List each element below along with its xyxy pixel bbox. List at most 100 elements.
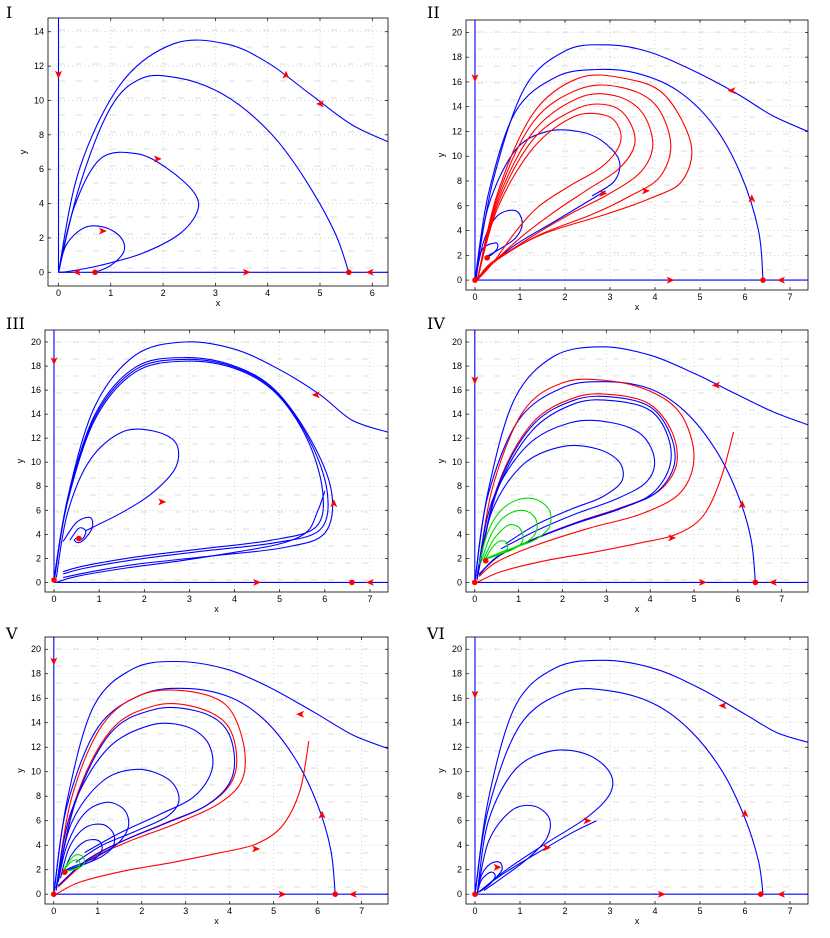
y-tick-label: 10 (452, 151, 462, 161)
trajectory (476, 432, 735, 583)
x-tick-label: 7 (367, 594, 372, 604)
y-tick-label: 18 (31, 669, 41, 679)
trajectory (474, 44, 808, 281)
trajectory (55, 428, 180, 578)
direction-arrow (668, 534, 677, 542)
y-tick-label: 4 (457, 840, 462, 850)
x-tick-label: 1 (517, 906, 522, 916)
trajectory (53, 360, 324, 579)
x-tick-label: 0 (51, 906, 56, 916)
panel-2: II 0 1 2 3 4 5 6 7 0 2 4 6 8 10 12 14 16 18 20 x y (415, 0, 830, 312)
x-tick-label: 4 (648, 594, 653, 604)
x-tick-label: 1 (108, 288, 113, 298)
trajectory (476, 93, 654, 281)
x-tick-label: 3 (213, 288, 218, 298)
y-tick-label: 2 (457, 250, 462, 260)
y-tick-label: 14 (34, 27, 44, 37)
trajectory (55, 722, 214, 889)
panel-label: IV (427, 314, 445, 333)
y-tick-label: 8 (36, 481, 41, 491)
x-tick-label: 2 (161, 288, 166, 298)
y-tick-label: 12 (452, 433, 462, 443)
x-tick-label: 6 (742, 906, 747, 916)
x-tick-label: 1 (516, 594, 521, 604)
y-tick-label: 10 (34, 95, 44, 105)
y-tick-label: 6 (457, 201, 462, 211)
trajectory (476, 74, 693, 281)
y-tick-label: 4 (457, 226, 462, 236)
y-tick-label: 14 (31, 409, 41, 419)
direction-arrow (748, 194, 756, 203)
y-tick-label: 12 (34, 61, 44, 71)
panel-5: V 0 1 2 3 4 5 6 7 0 2 4 6 8 10 12 14 16 18 20 x y (0, 620, 400, 938)
y-tick-label: 0 (457, 577, 462, 587)
trajectory (474, 129, 621, 281)
direction-arrow (738, 500, 746, 509)
equilibrium-point (471, 579, 478, 586)
x-tick-label: 2 (142, 594, 147, 604)
trajectory (57, 225, 126, 273)
x-tick-label: 2 (562, 906, 567, 916)
y-axis-label: y (436, 458, 446, 463)
x-tick-label: 5 (271, 906, 276, 916)
x-tick-label: 3 (183, 906, 188, 916)
direction-arrow (282, 70, 290, 79)
direction-arrow (50, 657, 58, 666)
trajectory (476, 84, 672, 281)
y-tick-label: 8 (36, 791, 41, 801)
x-tick-label: 6 (742, 292, 747, 302)
trajectory (476, 419, 656, 577)
direction-arrow (583, 817, 592, 825)
y-tick-label: 12 (452, 126, 462, 136)
x-tick-label: 4 (232, 594, 237, 604)
x-tick-label: 1 (95, 906, 100, 916)
equilibrium-point (757, 891, 764, 898)
panel-label: I (6, 3, 13, 22)
plot-frame (465, 636, 809, 905)
y-tick-label: 16 (452, 693, 462, 703)
direction-arrow (471, 690, 479, 699)
y-axis-label: y (436, 768, 446, 773)
y-tick-label: 2 (36, 553, 41, 563)
plot-frame (465, 19, 809, 291)
x-axis-label: x (635, 302, 640, 312)
equilibrium-point (472, 891, 478, 898)
x-tick-label: 4 (652, 292, 657, 302)
direction-arrow (718, 702, 727, 710)
equilibrium-point (472, 277, 478, 283)
equilibrium-point (752, 579, 759, 586)
y-tick-label: 8 (457, 481, 462, 491)
y-tick-label: 16 (452, 77, 462, 87)
trajectory (55, 689, 246, 891)
direction-arrow (666, 276, 675, 284)
vector-field (477, 31, 789, 271)
y-tick-label: 18 (452, 361, 462, 371)
vector-field (56, 341, 368, 581)
trajectory (476, 749, 614, 894)
y-tick-label: 2 (457, 865, 462, 875)
y-tick-label: 0 (457, 889, 462, 899)
trajectories (57, 18, 388, 273)
y-tick-label: 20 (452, 644, 462, 654)
x-tick-label: 7 (779, 594, 784, 604)
x-tick-label: 6 (735, 594, 740, 604)
plot-frame (44, 636, 389, 905)
panel-6: VI 0 1 2 3 4 5 6 7 0 2 4 6 8 10 12 14 16 18 20 x y (415, 620, 830, 938)
trajectory (476, 804, 551, 894)
x-tick-label: 5 (697, 292, 702, 302)
x-tick-label: 0 (52, 594, 57, 604)
trajectory (474, 659, 808, 895)
plot-frame (47, 17, 389, 287)
direction-arrow (698, 578, 707, 586)
panel-label: III (6, 314, 25, 333)
trajectory (476, 820, 597, 894)
x-tick-label: 5 (317, 288, 322, 298)
trajectory (476, 103, 636, 281)
x-tick-label: 5 (691, 594, 696, 604)
y-tick-label: 6 (457, 505, 462, 515)
x-tick-label: 0 (472, 292, 477, 302)
y-tick-label: 2 (457, 553, 462, 563)
x-tick-label: 0 (472, 594, 477, 604)
